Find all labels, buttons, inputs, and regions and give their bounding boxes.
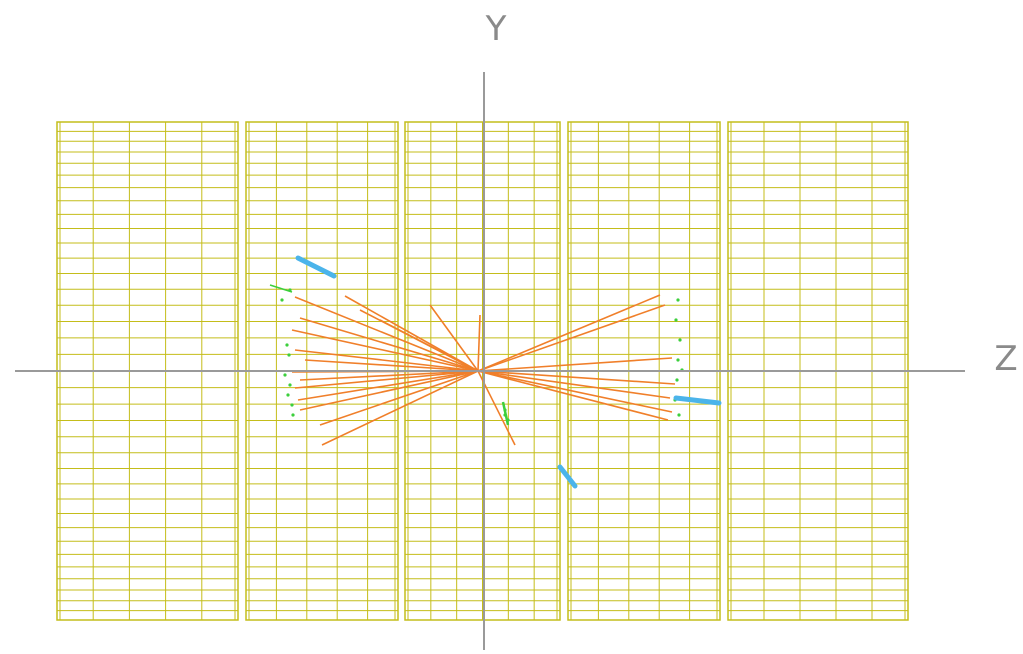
track: [294, 349, 479, 372]
track: [477, 294, 661, 372]
track: [291, 329, 479, 372]
hit: [287, 353, 291, 357]
track: [344, 295, 479, 372]
hit: [283, 373, 287, 377]
track: [379, 319, 479, 372]
calo-deposit: [673, 395, 722, 406]
track: [477, 370, 669, 421]
hit: [674, 318, 678, 322]
calo-deposit: [295, 255, 337, 279]
hit: [676, 298, 680, 302]
hit: [285, 343, 289, 347]
hit: [288, 383, 292, 387]
track: [477, 314, 481, 372]
track: [297, 370, 479, 401]
track: [477, 357, 673, 372]
track: [477, 370, 671, 399]
track: [304, 359, 479, 372]
track: [294, 296, 479, 372]
track: [477, 304, 666, 372]
hit-segment: [501, 401, 510, 426]
hit: [286, 393, 290, 397]
track: [294, 370, 479, 389]
track: [477, 370, 676, 385]
tracks: [269, 255, 722, 489]
track: [299, 317, 479, 372]
track: [321, 370, 479, 446]
calo-deposit: [557, 464, 578, 489]
track: [429, 304, 479, 372]
hit: [677, 413, 681, 417]
track: [299, 370, 479, 381]
hit: [678, 338, 682, 342]
hit: [291, 413, 295, 417]
hit-segment: [269, 284, 293, 293]
z-axis-label: Z: [994, 339, 1017, 379]
hit: [280, 298, 284, 302]
hit: [290, 403, 294, 407]
track: [299, 370, 479, 411]
hit: [676, 358, 680, 362]
hit: [675, 378, 679, 382]
track: [319, 370, 479, 426]
track: [477, 370, 673, 413]
y-axis-label: Y: [485, 9, 507, 49]
